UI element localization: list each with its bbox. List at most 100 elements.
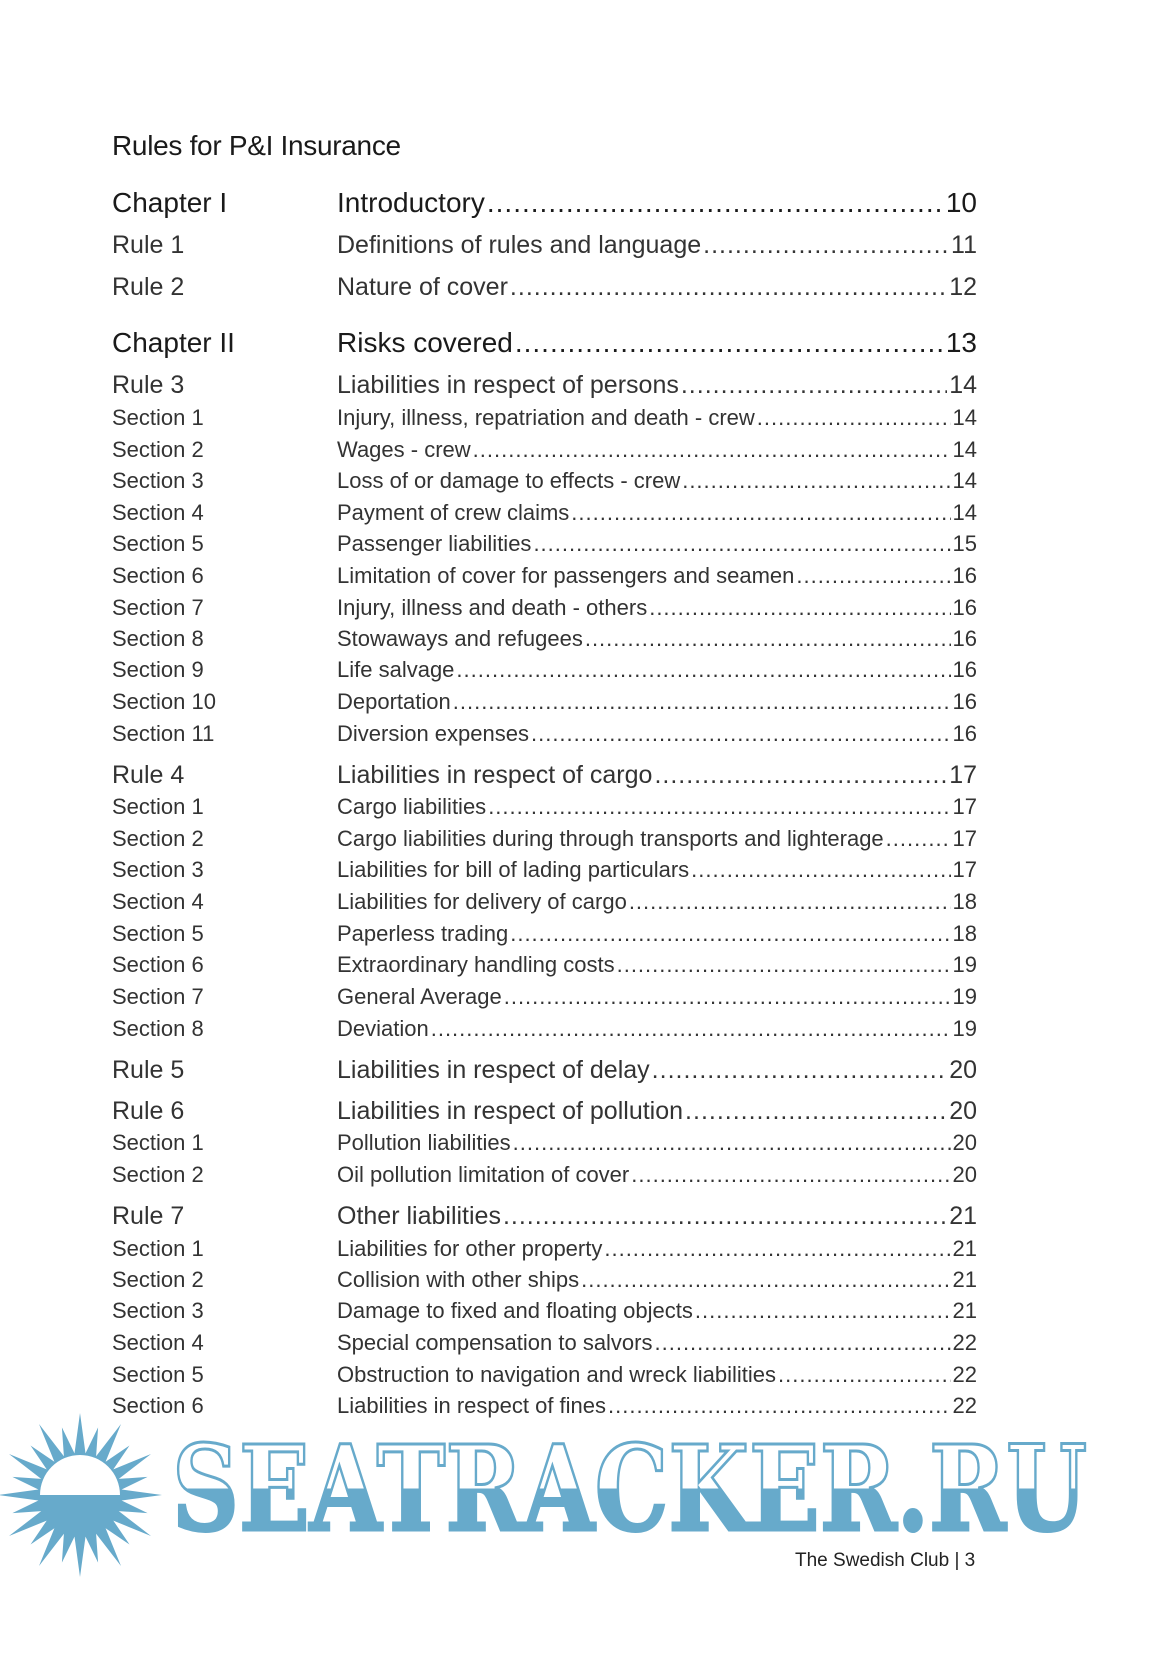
entry-page: 12 <box>949 272 977 301</box>
toc-entry-section[interactable]: Section 2 Wages - crew...................… <box>112 437 977 463</box>
entry-page: 20 <box>949 1096 977 1125</box>
toc-entry-section[interactable]: Section 2 Collision with other ships.....… <box>112 1267 977 1293</box>
entry-page: 20 <box>952 1162 977 1188</box>
toc-entry-section[interactable]: Section 8 Stowaways and refugees.........… <box>112 626 977 652</box>
entry-title: Liabilities in respect of pollution <box>337 1096 684 1125</box>
entry-page: 20 <box>952 1130 977 1156</box>
entry-page: 17 <box>949 760 977 789</box>
entry-page: 13 <box>945 326 977 358</box>
toc-entry-section[interactable]: Section 1 Pollution liabilities..........… <box>112 1130 977 1156</box>
toc-entry-section[interactable]: Section 3 Loss of or damage to effects - … <box>112 468 977 494</box>
dot-leader: ........................................… <box>649 595 950 621</box>
toc-entry-section[interactable]: Section 6 Liabilities in respect of fines… <box>112 1393 977 1419</box>
toc-entry-section[interactable]: Section 9 Life salvage...................… <box>112 657 977 683</box>
entry-title: Pollution liabilities <box>337 1130 511 1156</box>
toc-entry-section[interactable]: Section 11 Diversion expenses............… <box>112 721 977 747</box>
entry-title: Paperless trading <box>337 921 509 947</box>
toc-entry-section[interactable]: Section 6 Limitation of cover for passeng… <box>112 563 977 589</box>
toc-entry-section[interactable]: Section 2 Cargo liabilities during throug… <box>112 826 977 852</box>
entry-page: 20 <box>949 1055 977 1084</box>
entry-page: 21 <box>952 1267 977 1293</box>
entry-label: Section 8 <box>112 1016 204 1042</box>
entry-page: 14 <box>949 370 977 399</box>
dot-leader: ........................................… <box>486 186 944 218</box>
entry-label: Section 9 <box>112 657 204 683</box>
dot-leader: ........................................… <box>584 626 951 652</box>
entry-title: Damage to fixed and floating objects <box>337 1298 693 1324</box>
entry-page: 22 <box>952 1362 977 1388</box>
entry-label: Rule 7 <box>112 1201 185 1230</box>
entry-page: 16 <box>952 657 977 683</box>
entry-label: Section 7 <box>112 984 204 1010</box>
entry-page: 19 <box>952 1016 977 1042</box>
dot-leader: ........................................… <box>654 760 948 789</box>
dot-leader: ........................................… <box>685 1096 948 1125</box>
toc-entry-rule[interactable]: Rule 1 Definitions of rules and language.… <box>112 231 977 260</box>
toc-entry-section[interactable]: Section 5 Paperless trading..............… <box>112 921 977 947</box>
entry-page: 16 <box>952 721 977 747</box>
dot-leader: ........................................… <box>452 689 951 715</box>
entry-title: Injury, illness and death - others <box>337 595 648 621</box>
toc-entry-section[interactable]: Section 4 Special compensation to salvors… <box>112 1330 977 1356</box>
dot-leader: ........................................… <box>756 405 951 431</box>
entry-label: Section 6 <box>112 563 204 589</box>
entry-label: Section 1 <box>112 1130 204 1156</box>
entry-label: Section 7 <box>112 595 204 621</box>
toc-entry-chapter[interactable]: Chapter II Risks covered.................… <box>112 327 977 359</box>
entry-title: Extraordinary handling costs <box>337 952 615 978</box>
dot-leader: ........................................… <box>512 1130 951 1156</box>
entry-title: Liabilities in respect of delay <box>337 1055 650 1084</box>
dot-leader: ........................................… <box>628 889 951 915</box>
watermark: SEATRACKER.RU <box>0 1413 1089 1577</box>
toc-entry-section[interactable]: Section 7 General Average................… <box>112 984 977 1010</box>
toc-entry-section[interactable]: Section 5 Passenger liabilities..........… <box>112 531 977 557</box>
toc-entry-rule[interactable]: Rule 5 Liabilities in respect of delay...… <box>112 1056 977 1085</box>
toc-entry-rule[interactable]: Rule 4 Liabilities in respect of cargo...… <box>112 761 977 790</box>
toc-entry-chapter[interactable]: Chapter I Introductory...................… <box>112 187 977 219</box>
toc-entry-section[interactable]: Section 10 Deportation...................… <box>112 689 977 715</box>
toc-entry-section[interactable]: Section 1 Injury, illness, repatriation a… <box>112 405 977 431</box>
entry-title: Risks covered <box>337 326 513 358</box>
toc-entry-section[interactable]: Section 1 Cargo liabilities..............… <box>112 794 977 820</box>
entry-title: Limitation of cover for passengers and s… <box>337 563 795 589</box>
entry-title: Oil pollution limitation of cover <box>337 1162 630 1188</box>
toc-entry-section[interactable]: Section 4 Payment of crew claims.........… <box>112 500 977 526</box>
toc-entry-section[interactable]: Section 7 Injury, illness and death - oth… <box>112 595 977 621</box>
entry-label: Section 2 <box>112 1267 204 1293</box>
toc-entry-rule[interactable]: Rule 3 Liabilities in respect of persons.… <box>112 371 977 400</box>
dot-leader: ........................................… <box>796 563 951 589</box>
entry-label: Section 10 <box>112 689 216 715</box>
entry-label: Section 3 <box>112 1298 204 1324</box>
entry-label: Section 6 <box>112 952 204 978</box>
toc-entry-section[interactable]: Section 1 Liabilities for other property.… <box>112 1236 977 1262</box>
dot-leader: ........................................… <box>581 1267 951 1293</box>
toc-entry-section[interactable]: Section 6 Extraordinary handling costs...… <box>112 952 977 978</box>
entry-title: Cargo liabilities <box>337 794 487 820</box>
entry-label: Chapter I <box>112 186 228 218</box>
entry-label: Section 2 <box>112 437 204 463</box>
toc-entry-section[interactable]: Section 2 Oil pollution limitation of cov… <box>112 1162 977 1188</box>
entry-label: Section 1 <box>112 794 204 820</box>
page-footer: The Swedish Club | 3 <box>795 1550 976 1571</box>
entry-label: Rule 2 <box>112 272 185 301</box>
entry-label: Section 5 <box>112 531 204 557</box>
toc-entry-section[interactable]: Section 3 Damage to fixed and floating ob… <box>112 1298 977 1324</box>
toc-entry-section[interactable]: Section 5 Obstruction to navigation and w… <box>112 1362 977 1388</box>
toc-entry-rule[interactable]: Rule 7 Other liabilities.................… <box>112 1202 977 1231</box>
dot-leader: ........................................… <box>430 1016 951 1042</box>
entry-title: Obstruction to navigation and wreck liab… <box>337 1362 777 1388</box>
dot-leader: ........................................… <box>778 1362 951 1388</box>
toc-entry-section[interactable]: Section 3 Liabilities for bill of lading … <box>112 857 977 883</box>
entry-page: 18 <box>952 889 977 915</box>
entry-label: Rule 3 <box>112 370 185 399</box>
entry-title: Life salvage <box>337 657 455 683</box>
toc-entry-rule[interactable]: Rule 6 Liabilities in respect of pollutio… <box>112 1097 977 1126</box>
watermark-text: SEATRACKER.RU <box>172 1419 1087 1558</box>
entry-title: Wages - crew <box>337 437 471 463</box>
toc-entry-section[interactable]: Section 8 Deviation......................… <box>112 1016 977 1042</box>
entry-label: Section 4 <box>112 1330 204 1356</box>
toc-entry-section[interactable]: Section 4 Liabilities for delivery of car… <box>112 889 977 915</box>
toc-entry-rule[interactable]: Rule 2 Nature of cover...................… <box>112 273 977 302</box>
entry-title: Liabilities for delivery of cargo <box>337 889 627 915</box>
entry-title: Liabilities for other property <box>337 1236 603 1262</box>
